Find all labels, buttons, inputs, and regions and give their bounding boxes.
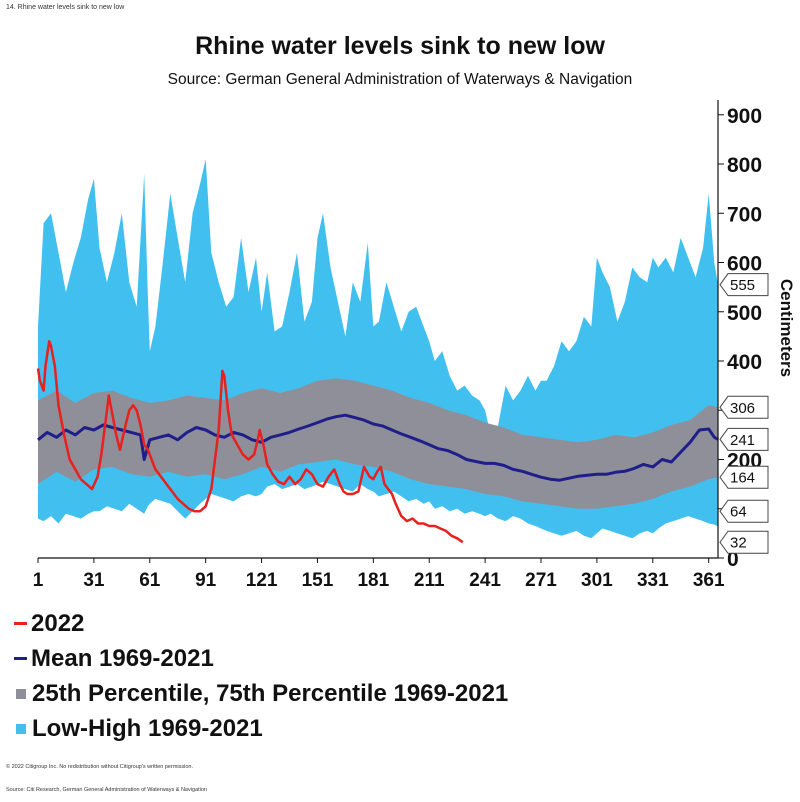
legend-item-mean: Mean 1969-2021	[14, 641, 508, 676]
end-value-tag: 32	[719, 530, 769, 554]
end-value-tag-label: 241	[730, 432, 755, 449]
end-value-tag: 241	[719, 427, 769, 451]
y-tick-label: 500	[727, 302, 762, 325]
x-tick-label: 61	[139, 570, 161, 591]
end-value-tag-label: 164	[730, 470, 755, 487]
legend-swatch-mean	[14, 657, 27, 660]
chart-subtitle: Source: German General Administration of…	[167, 71, 633, 88]
x-tick-label: 361	[693, 570, 725, 591]
y-tick-label: 900	[727, 105, 762, 128]
x-tick-label: 271	[525, 570, 557, 591]
end-value-tag-label: 64	[730, 504, 747, 521]
x-tick-label: 31	[83, 570, 105, 591]
legend-label-low-high: Low-High 1969-2021	[32, 714, 263, 742]
x-tick-label: 241	[469, 570, 501, 591]
end-value-tag: 164	[719, 465, 769, 489]
percentile-band	[38, 378, 718, 509]
x-tick-label: 91	[195, 570, 217, 591]
legend-label-2022: 2022	[31, 609, 85, 637]
x-tick-label: 331	[637, 570, 669, 591]
y-tick-label: 0	[727, 548, 739, 571]
y-axis-label: Centimeters	[777, 279, 796, 377]
end-value-tag-label: 306	[730, 400, 755, 417]
end-value-tag: 64	[719, 499, 769, 523]
y-tick-label: 600	[727, 253, 762, 276]
legend-swatch-2022	[14, 622, 27, 625]
legend: 2022 Mean 1969-2021 25th Percentile, 75t…	[14, 606, 508, 746]
end-value-tag-label: 32	[730, 535, 747, 552]
y-tick-label: 700	[727, 203, 762, 226]
end-value-tag: 555	[719, 273, 769, 297]
series-2022-line	[36, 340, 464, 544]
x-tick-label: 181	[357, 570, 389, 591]
end-value-tag: 306	[719, 395, 769, 419]
x-tick-label: 151	[302, 570, 334, 591]
x-tick-label: 301	[581, 570, 613, 591]
x-tick-label: 211	[414, 570, 445, 591]
chart-title: Rhine water levels sink to new low	[195, 32, 605, 60]
chart-plot: 1316191121151181211241271301331361010020…	[33, 100, 796, 591]
y-tick-label: 800	[727, 154, 762, 177]
legend-label-mean: Mean 1969-2021	[31, 644, 214, 672]
legend-swatch-low-high	[16, 723, 26, 734]
legend-item-percentile: 25th Percentile, 75th Percentile 1969-20…	[14, 676, 508, 711]
x-tick-label: 121	[246, 570, 278, 591]
legend-item-2022: 2022	[14, 606, 508, 641]
legend-item-low-high: Low-High 1969-2021	[14, 711, 508, 746]
x-tick-label: 1	[33, 570, 44, 591]
legend-swatch-percentile	[16, 688, 26, 699]
copyright-note: © 2022 Citigroup Inc. No redistribution …	[6, 764, 193, 770]
figure-number: 14. Rhine water levels sink to new low	[6, 4, 125, 11]
legend-label-percentile: 25th Percentile, 75th Percentile 1969-20…	[32, 679, 509, 707]
source-note: Source: Citi Research, German General Ad…	[6, 787, 207, 793]
end-value-tag-label: 555	[730, 277, 755, 294]
y-tick-label: 400	[727, 351, 762, 374]
